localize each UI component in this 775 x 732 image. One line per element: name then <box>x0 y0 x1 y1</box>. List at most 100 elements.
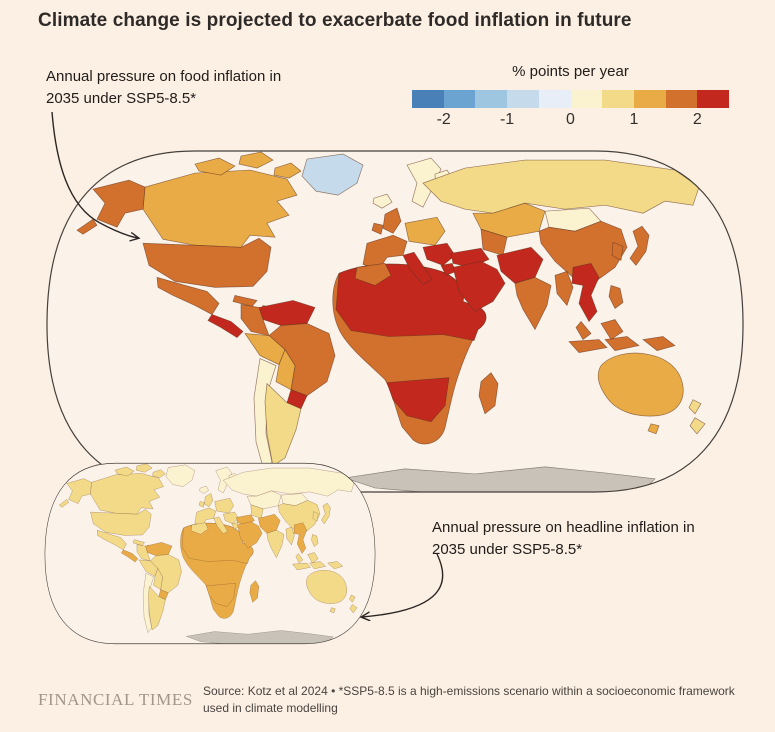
region-japan <box>629 225 650 266</box>
region-central-europe <box>214 498 234 514</box>
region-uk-ireland <box>204 493 214 508</box>
legend-ticks: -2 -1 0 1 2 <box>412 111 729 131</box>
region-indonesia <box>309 561 327 570</box>
region-bolivia <box>275 348 296 391</box>
legend-bin <box>412 90 444 108</box>
region-canada <box>194 157 236 176</box>
region-australia <box>329 607 336 614</box>
region-uk-ireland <box>382 207 402 234</box>
region-canada <box>152 469 166 478</box>
region-china <box>538 220 628 284</box>
region-indonesia <box>604 336 640 351</box>
legend-bin <box>507 90 539 108</box>
region-middle-east <box>452 260 506 312</box>
region-canada <box>142 169 298 248</box>
region-malaysia <box>575 320 592 341</box>
legend: % points per year -2 -1 0 1 2 <box>412 63 730 131</box>
legend-title: % points per year <box>512 63 629 80</box>
legend-bin <box>443 90 476 108</box>
annotation-headline-line2: 2035 under SSP5-8.5* <box>432 541 583 558</box>
region-central-america <box>121 549 139 563</box>
source-line1: Source: Kotz et al 2024 • *SSP5-8.5 is a… <box>203 684 735 698</box>
region-russia <box>422 159 700 214</box>
region-madagascar <box>249 580 260 603</box>
legend-tick: -1 <box>499 111 515 128</box>
region-uk-ireland <box>371 222 384 235</box>
region-argentina <box>148 586 166 631</box>
legend-bin <box>633 90 666 108</box>
region-southern-africa <box>205 583 236 607</box>
region-usa <box>90 509 152 536</box>
region-korea <box>611 241 624 261</box>
region-greenland <box>165 464 196 487</box>
region-usa <box>142 237 272 288</box>
region-myanmar <box>285 526 295 546</box>
legend-tick: -2 <box>436 111 451 128</box>
region-philippines <box>608 284 624 309</box>
region-canada <box>114 466 135 477</box>
region-greenland <box>301 153 364 196</box>
region-russia <box>222 467 355 497</box>
annotation-food-line2: 2035 under SSP5-8.5* <box>46 90 197 107</box>
region-western-europe <box>194 507 216 527</box>
region-papua-new-guinea <box>642 336 676 351</box>
region-canada <box>135 463 153 473</box>
annotation-headline-map: Annual pressure on headline inflation in… <box>432 517 762 561</box>
source-line2: used in climate modelling <box>203 701 338 715</box>
region-papua-new-guinea <box>327 561 344 570</box>
region-western-europe <box>190 522 209 535</box>
region-new-zealand <box>689 417 706 435</box>
region-canada <box>238 151 274 169</box>
region-thailand-vietnam <box>571 262 600 323</box>
region-australia <box>647 423 660 435</box>
region-indonesia <box>307 552 319 564</box>
region-western-europe <box>362 234 408 270</box>
region-australia <box>306 570 347 604</box>
region-indonesia <box>568 339 608 353</box>
region-india <box>514 277 552 331</box>
region-iceland <box>372 193 393 209</box>
region-new-zealand <box>688 399 702 415</box>
region-china <box>278 500 321 534</box>
region-southern-europe <box>213 516 228 535</box>
legend-bin <box>538 90 571 108</box>
legend-bar <box>412 90 730 108</box>
legend-bin <box>665 90 698 108</box>
region-central-europe <box>404 216 446 246</box>
region-canada <box>273 162 302 179</box>
legend-tick: 2 <box>692 111 702 128</box>
region-indonesia <box>600 319 624 341</box>
region-new-zealand <box>349 594 356 603</box>
annotation-food-map: Annual pressure on food inflation in 203… <box>46 66 376 110</box>
region-madagascar <box>478 372 499 415</box>
legend-bin <box>475 90 508 108</box>
chart-title: Climate change is projected to exacerbat… <box>38 10 632 31</box>
region-southern-africa <box>386 377 450 423</box>
region-southern-europe <box>223 511 239 524</box>
region-malaysia <box>295 553 304 564</box>
region-uk-ireland <box>198 501 205 508</box>
region-new-zealand <box>349 604 358 614</box>
legend-bin <box>570 90 603 108</box>
region-southern-europe <box>402 251 433 285</box>
region-myanmar <box>554 270 574 307</box>
region-alaska <box>58 499 69 508</box>
ft-logo: FINANCIAL TIMES <box>38 690 193 709</box>
footer: FINANCIAL TIMES Source: Kotz et al 2024 … <box>0 678 775 732</box>
map-outline <box>44 462 376 645</box>
region-india <box>266 529 285 559</box>
legend-bin <box>602 90 634 108</box>
region-argentina <box>264 382 302 467</box>
region-middle-east <box>237 521 263 549</box>
legend-tick: 1 <box>629 111 639 128</box>
region-antarctica <box>344 466 656 492</box>
food-inflation-map <box>45 143 745 500</box>
region-bolivia <box>153 567 163 590</box>
region-philippines <box>311 534 319 547</box>
region-australia <box>597 352 684 417</box>
region-thailand-vietnam <box>293 522 307 554</box>
region-antarctica <box>186 630 334 644</box>
region-iceland <box>199 485 209 494</box>
region-indonesia <box>292 562 311 571</box>
